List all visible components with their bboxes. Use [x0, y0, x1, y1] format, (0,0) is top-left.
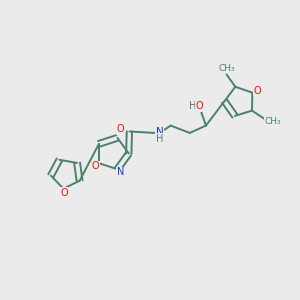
Text: H: H — [189, 101, 196, 111]
Text: CH₃: CH₃ — [264, 117, 281, 126]
Text: N: N — [117, 167, 124, 177]
Text: O: O — [92, 161, 99, 171]
Text: O: O — [195, 101, 203, 111]
Text: N: N — [156, 127, 164, 137]
Text: H: H — [156, 134, 164, 144]
Text: O: O — [117, 124, 124, 134]
Text: CH₃: CH₃ — [218, 64, 235, 73]
Text: O: O — [60, 188, 68, 198]
Text: O: O — [254, 86, 261, 96]
